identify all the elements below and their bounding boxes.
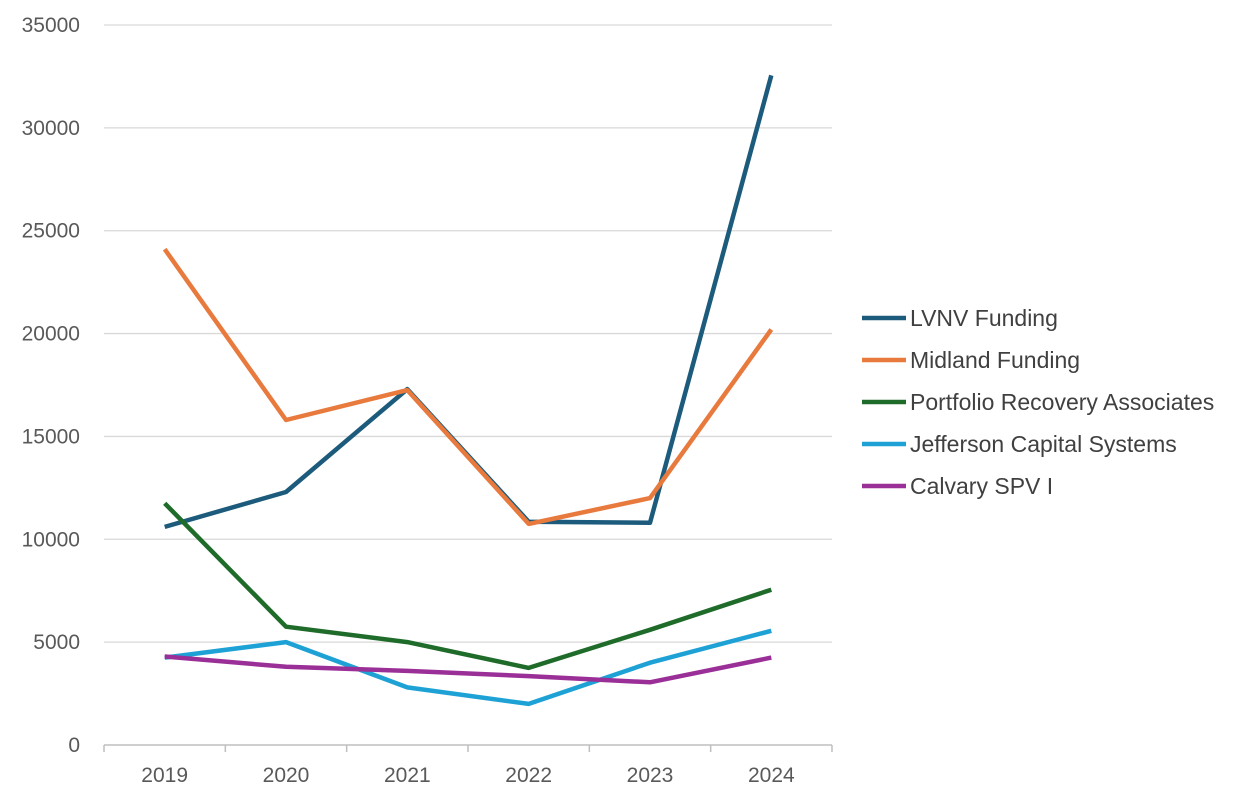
x-axis: 2019 2020 2021 2022 2023 2024 [103, 744, 833, 787]
y-tick-label: 35000 [22, 14, 80, 37]
legend: LVNV Funding Midland Funding Portfolio Rec… [862, 305, 1214, 499]
series-line-portfolio-recovery-associates [163, 501, 773, 671]
y-tick-label: 25000 [22, 220, 80, 243]
legend-label: Calvary SPV I [910, 473, 1053, 499]
legend-label: Midland Funding [910, 347, 1080, 373]
y-axis-ticks: 0 5000 10000 15000 20000 25000 30000 35000 [22, 14, 80, 757]
y-tick-label: 0 [68, 734, 80, 757]
x-tick-label: 2020 [263, 764, 310, 787]
series-line-calvary-spv-i [164, 654, 772, 685]
legend-label: LVNV Funding [910, 305, 1058, 331]
series-lines [162, 74, 774, 707]
series-line-midland-funding [162, 247, 774, 527]
y-tick-label: 30000 [22, 117, 80, 140]
x-tick-label: 2019 [141, 764, 188, 787]
x-tick-label: 2023 [627, 764, 674, 787]
y-tick-label: 20000 [22, 323, 80, 346]
series-line-jefferson-capital-systems [164, 628, 772, 707]
legend-label: Portfolio Recovery Associates [910, 389, 1214, 415]
legend-label: Jefferson Capital Systems [910, 431, 1177, 457]
y-tick-label: 10000 [22, 528, 80, 551]
x-tick-label: 2021 [384, 764, 431, 787]
y-tick-label: 5000 [33, 631, 80, 654]
x-tick-label: 2024 [748, 764, 795, 787]
y-tick-label: 15000 [22, 425, 80, 448]
x-tick-label: 2022 [505, 764, 552, 787]
